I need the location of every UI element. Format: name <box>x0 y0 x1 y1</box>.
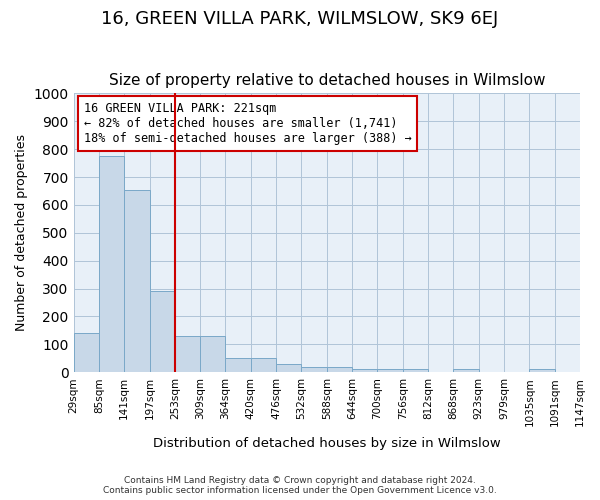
Text: 16, GREEN VILLA PARK, WILMSLOW, SK9 6EJ: 16, GREEN VILLA PARK, WILMSLOW, SK9 6EJ <box>101 10 499 28</box>
Bar <box>226 358 251 372</box>
X-axis label: Distribution of detached houses by size in Wilmslow: Distribution of detached houses by size … <box>153 437 500 450</box>
Bar <box>454 370 479 372</box>
Bar <box>149 292 175 372</box>
Bar <box>327 366 352 372</box>
Bar <box>200 336 226 372</box>
Bar <box>529 370 554 372</box>
Bar <box>175 336 200 372</box>
Bar <box>377 370 403 372</box>
Bar <box>403 370 428 372</box>
Bar <box>276 364 301 372</box>
Bar <box>124 190 149 372</box>
Text: 16 GREEN VILLA PARK: 221sqm
← 82% of detached houses are smaller (1,741)
18% of : 16 GREEN VILLA PARK: 221sqm ← 82% of det… <box>83 102 412 144</box>
Y-axis label: Number of detached properties: Number of detached properties <box>15 134 28 332</box>
Bar <box>301 366 327 372</box>
Text: Contains HM Land Registry data © Crown copyright and database right 2024.
Contai: Contains HM Land Registry data © Crown c… <box>103 476 497 495</box>
Title: Size of property relative to detached houses in Wilmslow: Size of property relative to detached ho… <box>109 73 545 88</box>
Bar <box>74 333 99 372</box>
Bar <box>99 156 124 372</box>
Bar <box>251 358 276 372</box>
Bar <box>352 370 377 372</box>
